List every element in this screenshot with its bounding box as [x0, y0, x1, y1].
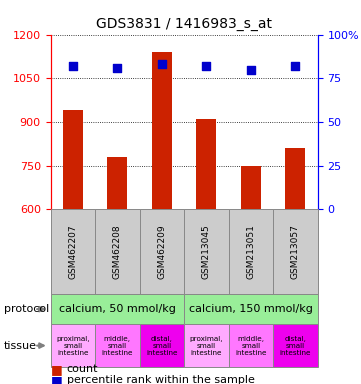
- Text: distal,
small
intestine: distal, small intestine: [280, 336, 311, 356]
- Text: distal,
small
intestine: distal, small intestine: [146, 336, 178, 356]
- Title: GDS3831 / 1416983_s_at: GDS3831 / 1416983_s_at: [96, 17, 272, 31]
- Bar: [152, 52, 172, 209]
- Text: GSM213051: GSM213051: [247, 224, 255, 279]
- Point: [248, 66, 254, 73]
- Text: calcium, 150 mmol/kg: calcium, 150 mmol/kg: [189, 304, 313, 314]
- Text: count: count: [67, 364, 98, 374]
- Bar: [286, 148, 305, 209]
- Bar: [241, 166, 261, 209]
- Text: proximal,
small
intestine: proximal, small intestine: [190, 336, 223, 356]
- Bar: [63, 110, 83, 209]
- Point: [114, 65, 120, 71]
- Text: GSM462209: GSM462209: [157, 224, 166, 279]
- Text: middle,
small
intestine: middle, small intestine: [101, 336, 133, 356]
- Text: middle,
small
intestine: middle, small intestine: [235, 336, 267, 356]
- Text: protocol: protocol: [4, 304, 49, 314]
- Bar: [196, 119, 216, 209]
- Text: GSM213045: GSM213045: [202, 224, 211, 279]
- Text: proximal,
small
intestine: proximal, small intestine: [56, 336, 90, 356]
- Point: [204, 63, 209, 69]
- Point: [70, 63, 76, 69]
- Text: ■: ■: [51, 374, 62, 384]
- Text: ■: ■: [51, 363, 62, 376]
- Text: GSM462208: GSM462208: [113, 224, 122, 279]
- Point: [159, 61, 165, 67]
- Text: GSM213057: GSM213057: [291, 224, 300, 279]
- Point: [292, 63, 298, 69]
- Bar: [107, 157, 127, 209]
- Text: GSM462207: GSM462207: [68, 224, 77, 279]
- Text: calcium, 50 mmol/kg: calcium, 50 mmol/kg: [59, 304, 176, 314]
- Text: percentile rank within the sample: percentile rank within the sample: [67, 375, 255, 384]
- Text: tissue: tissue: [4, 341, 36, 351]
